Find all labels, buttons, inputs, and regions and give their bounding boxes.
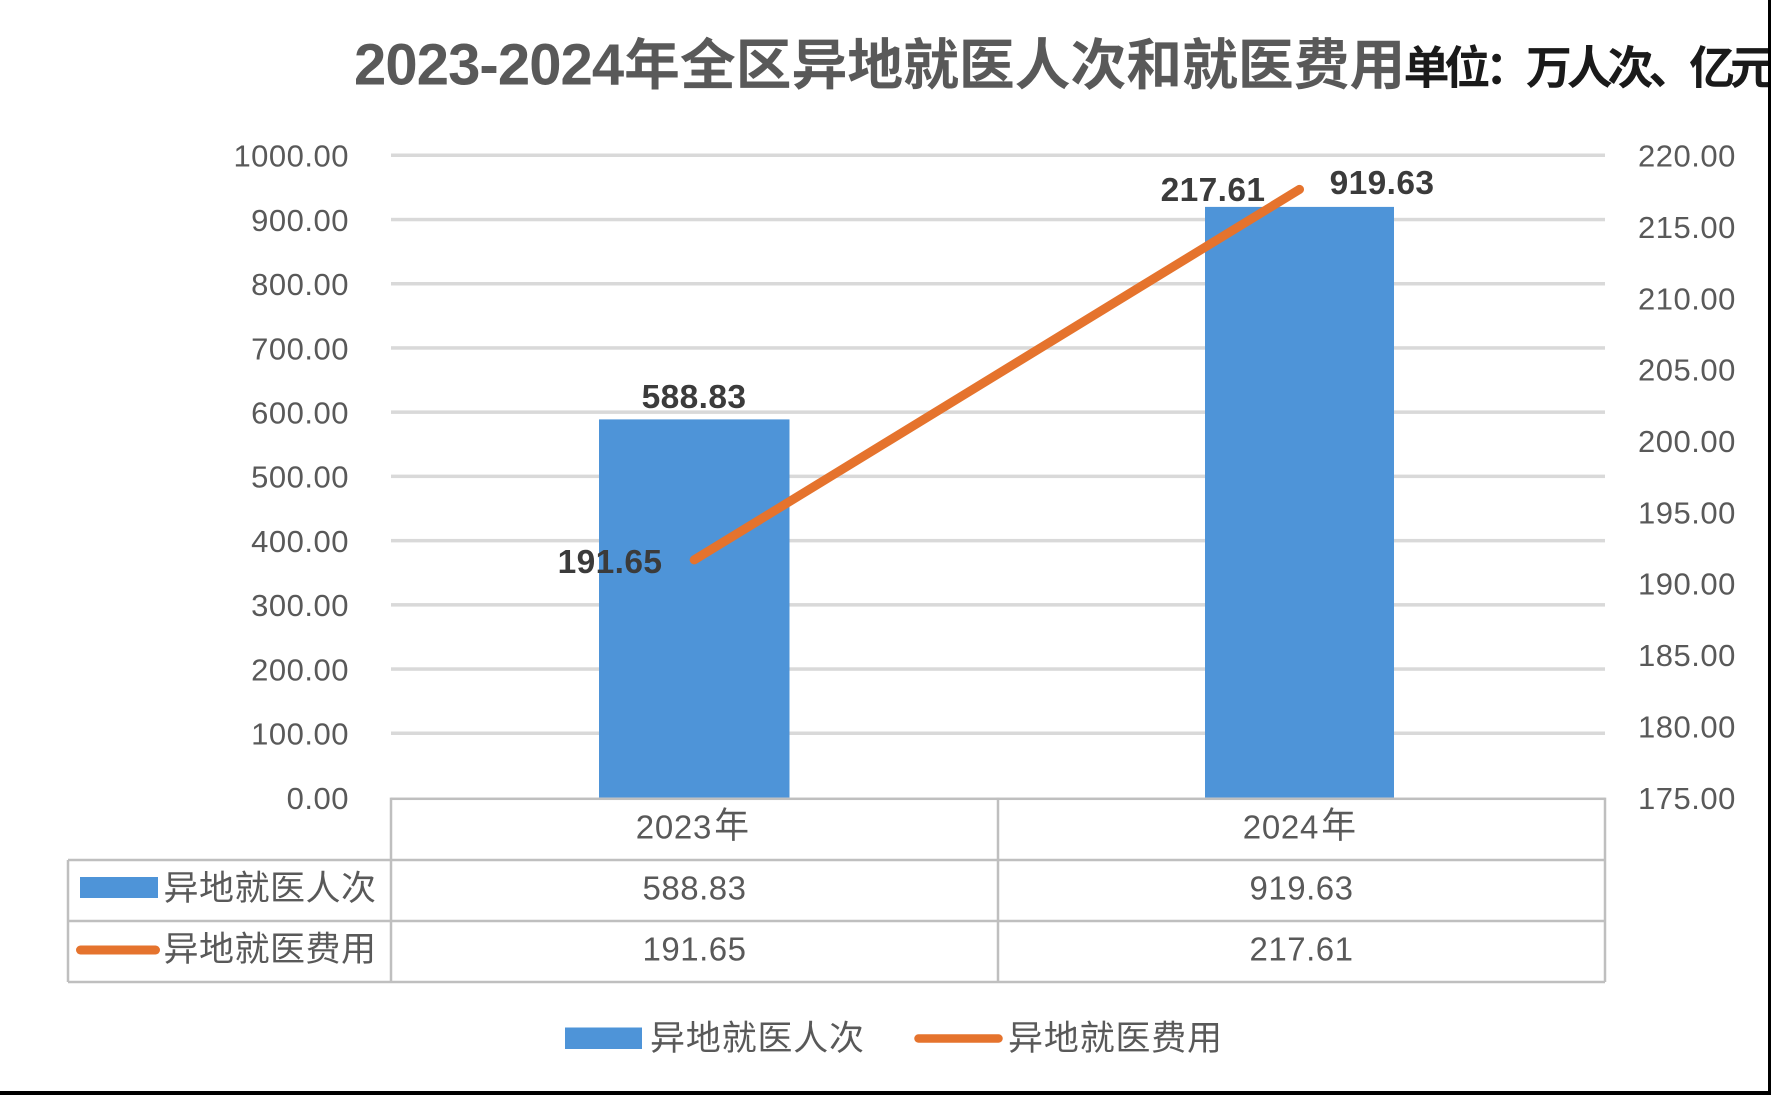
svg-text:800.00: 800.00	[251, 267, 349, 302]
svg-text:200.00: 200.00	[1638, 424, 1736, 459]
svg-text:205.00: 205.00	[1638, 353, 1736, 388]
svg-text:200.00: 200.00	[251, 652, 349, 687]
svg-text:2024: 2024	[1243, 808, 1319, 845]
svg-text:919.63: 919.63	[1250, 870, 1354, 907]
svg-text:900.00: 900.00	[251, 203, 349, 238]
svg-text:215.00: 215.00	[1638, 210, 1736, 245]
svg-text:190.00: 190.00	[1638, 567, 1736, 602]
svg-text:185.00: 185.00	[1638, 638, 1736, 673]
svg-text:210.00: 210.00	[1638, 281, 1736, 316]
svg-text:700.00: 700.00	[251, 331, 349, 366]
svg-text:588.83: 588.83	[642, 379, 747, 416]
svg-text:100.00: 100.00	[251, 717, 349, 752]
svg-text:220.00: 220.00	[1638, 139, 1736, 174]
svg-text:600.00: 600.00	[251, 396, 349, 431]
svg-text:0.00: 0.00	[287, 781, 349, 816]
svg-text:919.63: 919.63	[1330, 165, 1435, 202]
svg-text:195.00: 195.00	[1638, 495, 1736, 530]
svg-text:217.61: 217.61	[1250, 931, 1354, 968]
svg-text:2023: 2023	[636, 808, 712, 845]
svg-text:191.65: 191.65	[643, 931, 747, 968]
svg-text:1000.00: 1000.00	[233, 139, 349, 174]
svg-text:191.65: 191.65	[558, 544, 663, 581]
svg-text:300.00: 300.00	[251, 588, 349, 623]
svg-text:175.00: 175.00	[1638, 781, 1736, 816]
svg-text:400.00: 400.00	[251, 524, 349, 559]
svg-text:588.83: 588.83	[643, 870, 747, 907]
svg-text:500.00: 500.00	[251, 460, 349, 495]
svg-text:2023-2024: 2023-2024	[354, 33, 624, 98]
svg-text:217.61: 217.61	[1161, 172, 1266, 209]
svg-text:180.00: 180.00	[1638, 709, 1736, 744]
